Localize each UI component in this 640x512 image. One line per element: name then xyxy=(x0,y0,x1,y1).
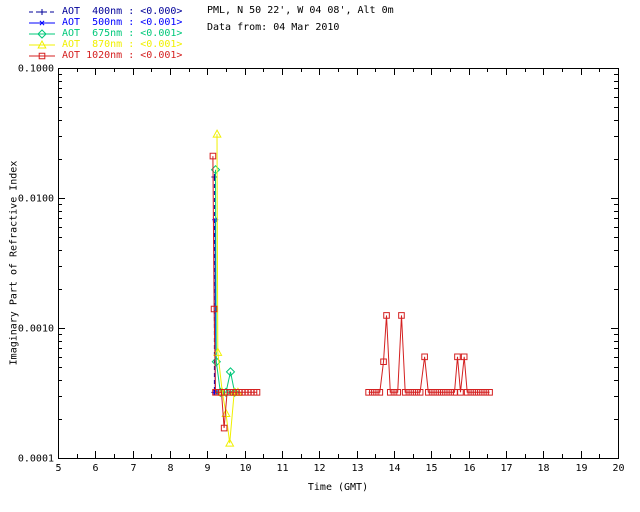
legend-row: AOT 1020nm : <0.001> xyxy=(28,51,182,61)
x-axis-label: Time (GMT) xyxy=(307,482,369,493)
svg-text:0.1000: 0.1000 xyxy=(18,64,54,75)
legend-row: AOT 400nm : <0.000> xyxy=(28,7,182,17)
plot-header: PML, N 50 22', W 04 08', Alt 0m Data fro… xyxy=(207,6,394,40)
legend-line-sample-icon xyxy=(29,40,55,49)
svg-text:9: 9 xyxy=(204,463,210,474)
svg-text:6: 6 xyxy=(92,463,98,474)
legend-label: AOT 1020nm : <0.001> xyxy=(62,50,183,61)
svg-text:17: 17 xyxy=(500,463,512,474)
svg-text:16: 16 xyxy=(463,463,475,474)
svg-text:18: 18 xyxy=(537,463,549,474)
svg-text:7: 7 xyxy=(130,463,136,474)
svg-text:11: 11 xyxy=(276,463,288,474)
svg-text:0.0010: 0.0010 xyxy=(18,324,54,335)
svg-text:5: 5 xyxy=(55,463,61,474)
legend-line-sample-icon xyxy=(29,29,55,39)
svg-text:0.0100: 0.0100 xyxy=(18,194,54,205)
svg-text:14: 14 xyxy=(388,463,400,474)
legend-line-sample-icon xyxy=(29,9,55,15)
site-location-text: PML, N 50 22', W 04 08', Alt 0m xyxy=(207,5,394,16)
legend-line-sample-icon xyxy=(29,52,55,60)
legend: AOT 400nm : <0.000> AOT 500nm : <0.001> … xyxy=(28,7,182,62)
legend-label: AOT 400nm : <0.000> xyxy=(62,6,183,17)
data-date-text: Data from: 04 Mar 2010 xyxy=(207,22,340,33)
svg-text:8: 8 xyxy=(167,463,173,474)
legend-row: AOT 675nm : <0.001> xyxy=(28,29,182,39)
y-axis-label: Imaginary Part of Refractive Index xyxy=(8,160,20,366)
legend-label: AOT 870nm : <0.001> xyxy=(62,39,183,50)
svg-text:12: 12 xyxy=(313,463,325,474)
svg-text:10: 10 xyxy=(239,463,251,474)
svg-text:20: 20 xyxy=(612,463,624,474)
legend-row: AOT 870nm : <0.001> xyxy=(28,40,182,50)
svg-text:15: 15 xyxy=(425,463,437,474)
svg-text:0.0001: 0.0001 xyxy=(18,454,54,465)
legend-line-sample-icon xyxy=(29,20,55,26)
legend-row: AOT 500nm : <0.001> xyxy=(28,18,182,28)
svg-text:19: 19 xyxy=(575,463,587,474)
legend-label: AOT 675nm : <0.001> xyxy=(62,28,183,39)
legend-label: AOT 500nm : <0.001> xyxy=(62,17,183,28)
svg-text:13: 13 xyxy=(351,463,363,474)
